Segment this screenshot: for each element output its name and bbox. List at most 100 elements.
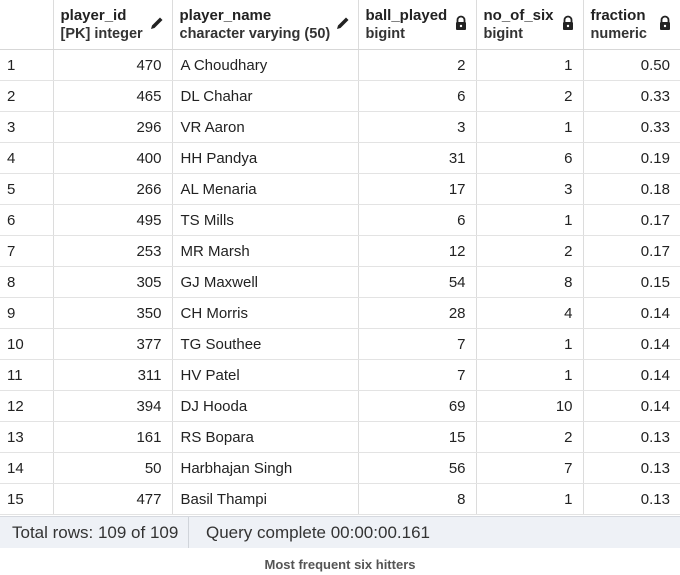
- cell-player-id[interactable]: 305: [53, 266, 173, 298]
- table-row[interactable]: 8 305 GJ Maxwell 54 8 0.15: [0, 266, 680, 298]
- table-row[interactable]: 11 311 HV Patel 7 1 0.14: [0, 359, 680, 391]
- cell-no-of-six[interactable]: 7: [476, 452, 584, 484]
- cell-player-name[interactable]: MR Marsh: [172, 235, 359, 267]
- cell-fraction[interactable]: 0.13: [583, 483, 680, 515]
- cell-no-of-six[interactable]: 2: [476, 80, 584, 112]
- cell-ball-played[interactable]: 56: [358, 452, 477, 484]
- cell-fraction[interactable]: 0.17: [583, 204, 680, 236]
- pencil-icon[interactable]: [335, 15, 351, 31]
- table-row[interactable]: 6 495 TS Mills 6 1 0.17: [0, 204, 680, 236]
- cell-no-of-six[interactable]: 1: [476, 328, 584, 360]
- cell-no-of-six[interactable]: 2: [476, 421, 584, 453]
- table-row[interactable]: 13 161 RS Bopara 15 2 0.13: [0, 421, 680, 453]
- cell-player-id[interactable]: 266: [53, 173, 173, 205]
- cell-fraction[interactable]: 0.19: [583, 142, 680, 174]
- cell-player-name[interactable]: Harbhajan Singh: [172, 452, 359, 484]
- table-row[interactable]: 2 465 DL Chahar 6 2 0.33: [0, 80, 680, 112]
- cell-ball-played[interactable]: 2: [358, 49, 477, 81]
- cell-player-id[interactable]: 161: [53, 421, 173, 453]
- cell-no-of-six[interactable]: 10: [476, 390, 584, 422]
- cell-player-name[interactable]: HV Patel: [172, 359, 359, 391]
- cell-ball-played[interactable]: 8: [358, 483, 477, 515]
- cell-ball-played[interactable]: 28: [358, 297, 477, 329]
- cell-player-id[interactable]: 296: [53, 111, 173, 143]
- cell-no-of-six[interactable]: 3: [476, 173, 584, 205]
- table-row[interactable]: 15 477 Basil Thampi 8 1 0.13: [0, 483, 680, 515]
- cell-player-id[interactable]: 400: [53, 142, 173, 174]
- cell-ball-played[interactable]: 3: [358, 111, 477, 143]
- table-row[interactable]: 10 377 TG Southee 7 1 0.14: [0, 328, 680, 360]
- table-row[interactable]: 7 253 MR Marsh 12 2 0.17: [0, 235, 680, 267]
- cell-fraction[interactable]: 0.14: [583, 359, 680, 391]
- cell-player-id[interactable]: 311: [53, 359, 173, 391]
- cell-fraction[interactable]: 0.18: [583, 173, 680, 205]
- cell-no-of-six[interactable]: 1: [476, 49, 584, 81]
- cell-player-id[interactable]: 377: [53, 328, 173, 360]
- cell-ball-played[interactable]: 15: [358, 421, 477, 453]
- cell-player-id[interactable]: 477: [53, 483, 173, 515]
- cell-fraction[interactable]: 0.33: [583, 80, 680, 112]
- table-row[interactable]: 12 394 DJ Hooda 69 10 0.14: [0, 390, 680, 422]
- cell-ball-played[interactable]: 69: [358, 390, 477, 422]
- cell-fraction[interactable]: 0.13: [583, 452, 680, 484]
- cell-player-name[interactable]: A Choudhary: [172, 49, 359, 81]
- cell-no-of-six[interactable]: 2: [476, 235, 584, 267]
- cell-ball-played[interactable]: 12: [358, 235, 477, 267]
- cell-fraction[interactable]: 0.13: [583, 421, 680, 453]
- column-header-player-id[interactable]: player_id [PK] integer: [53, 0, 173, 50]
- table-row[interactable]: 5 266 AL Menaria 17 3 0.18: [0, 173, 680, 205]
- cell-no-of-six[interactable]: 1: [476, 204, 584, 236]
- cell-ball-played[interactable]: 54: [358, 266, 477, 298]
- cell-ball-played[interactable]: 31: [358, 142, 477, 174]
- cell-fraction[interactable]: 0.15: [583, 266, 680, 298]
- column-header-ball-played[interactable]: ball_played bigint: [358, 0, 477, 50]
- row-number: 2: [0, 80, 54, 112]
- row-number: 7: [0, 235, 54, 267]
- cell-ball-played[interactable]: 17: [358, 173, 477, 205]
- status-divider: [188, 517, 189, 548]
- cell-fraction[interactable]: 0.50: [583, 49, 680, 81]
- table-row[interactable]: 14 50 Harbhajan Singh 56 7 0.13: [0, 452, 680, 484]
- cell-player-name[interactable]: CH Morris: [172, 297, 359, 329]
- column-header-fraction[interactable]: fraction numeric: [583, 0, 680, 50]
- cell-player-id[interactable]: 495: [53, 204, 173, 236]
- cell-fraction[interactable]: 0.14: [583, 390, 680, 422]
- cell-player-id[interactable]: 465: [53, 80, 173, 112]
- cell-no-of-six[interactable]: 4: [476, 297, 584, 329]
- table-row[interactable]: 4 400 HH Pandya 31 6 0.19: [0, 142, 680, 174]
- cell-player-name[interactable]: DL Chahar: [172, 80, 359, 112]
- cell-player-id[interactable]: 50: [53, 452, 173, 484]
- cell-no-of-six[interactable]: 8: [476, 266, 584, 298]
- cell-fraction[interactable]: 0.33: [583, 111, 680, 143]
- cell-fraction[interactable]: 0.14: [583, 328, 680, 360]
- cell-player-id[interactable]: 350: [53, 297, 173, 329]
- cell-player-name[interactable]: GJ Maxwell: [172, 266, 359, 298]
- table-row[interactable]: 1 470 A Choudhary 2 1 0.50: [0, 49, 680, 81]
- table-row[interactable]: 3 296 VR Aaron 3 1 0.33: [0, 111, 680, 143]
- cell-fraction[interactable]: 0.14: [583, 297, 680, 329]
- cell-fraction[interactable]: 0.17: [583, 235, 680, 267]
- cell-player-id[interactable]: 394: [53, 390, 173, 422]
- cell-ball-played[interactable]: 6: [358, 204, 477, 236]
- cell-ball-played[interactable]: 7: [358, 359, 477, 391]
- column-header-player-name[interactable]: player_name character varying (50): [172, 0, 359, 50]
- cell-player-name[interactable]: TG Southee: [172, 328, 359, 360]
- column-header-no-of-six[interactable]: no_of_six bigint: [476, 0, 584, 50]
- cell-player-name[interactable]: TS Mills: [172, 204, 359, 236]
- cell-no-of-six[interactable]: 1: [476, 359, 584, 391]
- cell-player-name[interactable]: HH Pandya: [172, 142, 359, 174]
- cell-player-id[interactable]: 470: [53, 49, 173, 81]
- cell-player-name[interactable]: RS Bopara: [172, 421, 359, 453]
- cell-player-name[interactable]: VR Aaron: [172, 111, 359, 143]
- cell-player-id[interactable]: 253: [53, 235, 173, 267]
- table-row[interactable]: 9 350 CH Morris 28 4 0.14: [0, 297, 680, 329]
- cell-ball-played[interactable]: 7: [358, 328, 477, 360]
- cell-player-name[interactable]: DJ Hooda: [172, 390, 359, 422]
- cell-player-name[interactable]: AL Menaria: [172, 173, 359, 205]
- cell-player-name[interactable]: Basil Thampi: [172, 483, 359, 515]
- cell-no-of-six[interactable]: 1: [476, 111, 584, 143]
- cell-no-of-six[interactable]: 6: [476, 142, 584, 174]
- cell-ball-played[interactable]: 6: [358, 80, 477, 112]
- cell-no-of-six[interactable]: 1: [476, 483, 584, 515]
- pencil-icon[interactable]: [149, 15, 165, 31]
